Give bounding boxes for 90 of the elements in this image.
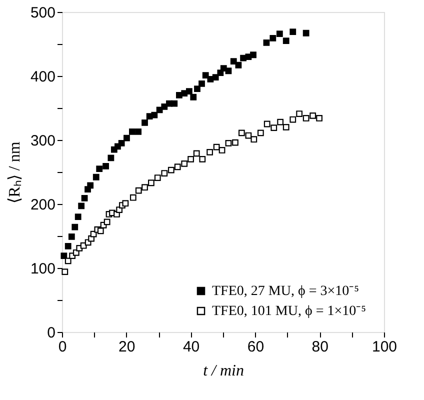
point (282, 124, 290, 130)
point (296, 110, 303, 117)
point (108, 154, 114, 162)
point (193, 150, 200, 157)
point (232, 139, 238, 146)
point (250, 52, 256, 58)
point (174, 164, 181, 170)
point (263, 40, 270, 46)
point (202, 72, 209, 79)
legend-label: TFE0, 101 MU, ϕ = 1×10⁻⁵ (212, 304, 366, 319)
point (245, 132, 252, 139)
point (316, 115, 322, 122)
point (161, 170, 168, 176)
point (87, 182, 94, 189)
y-tick-label: 200 (30, 196, 56, 214)
point (218, 147, 226, 154)
y-tick-label: 400 (30, 68, 56, 86)
point (124, 134, 130, 142)
point (310, 112, 316, 119)
point (168, 166, 174, 174)
x-tick-label: 40 (182, 338, 200, 356)
point (270, 35, 276, 42)
point (213, 144, 220, 150)
legend-label: TFE0, 27 MU, ϕ = 3×10⁻⁵ (212, 284, 360, 299)
point (92, 174, 100, 180)
point (194, 86, 200, 92)
point (64, 243, 72, 250)
point (142, 120, 148, 126)
point (250, 136, 258, 143)
point (68, 233, 75, 240)
point (235, 62, 242, 68)
point (64, 258, 72, 264)
point (186, 88, 192, 95)
point (135, 128, 142, 135)
point (220, 65, 227, 72)
y-tick-label: 100 (30, 260, 56, 278)
point (257, 130, 264, 136)
point (264, 120, 270, 128)
point (230, 58, 237, 64)
point (207, 76, 214, 82)
point (188, 156, 194, 162)
point (151, 112, 158, 118)
y-tick-label: 300 (30, 132, 56, 150)
point (80, 242, 87, 249)
point (282, 38, 290, 44)
point (290, 28, 296, 36)
point (118, 140, 125, 146)
point (212, 74, 219, 80)
y-tick-label: 0 (47, 324, 56, 342)
x-tick-label: 80 (312, 338, 328, 356)
point (238, 130, 245, 136)
point (181, 160, 188, 167)
point (72, 224, 78, 230)
x-tick-label: 20 (118, 338, 136, 356)
point (190, 94, 197, 100)
x-tick-label: 60 (247, 338, 264, 356)
point (161, 104, 168, 110)
point (60, 252, 68, 260)
point (97, 228, 104, 234)
y-tick-label: 500 (30, 4, 56, 22)
point (199, 156, 206, 162)
point (62, 268, 68, 276)
point (270, 124, 278, 132)
point (129, 128, 136, 135)
point (302, 30, 310, 36)
point (142, 184, 148, 191)
point (130, 194, 136, 201)
point (276, 30, 283, 37)
point (225, 68, 232, 74)
point (102, 163, 109, 170)
y-axis-title: ⟨Rₕ⟩ / nm (6, 141, 24, 204)
point (104, 218, 110, 226)
point (206, 148, 213, 156)
point (96, 166, 103, 172)
point (154, 174, 161, 181)
point (225, 140, 232, 146)
point (122, 200, 129, 207)
point (290, 116, 296, 123)
x-axis-title: t / min (203, 362, 244, 380)
x-tick-label: 100 (372, 338, 398, 356)
x-tick-label: 0 (58, 338, 67, 356)
point (198, 80, 205, 87)
point (148, 180, 154, 186)
point (81, 195, 88, 202)
point (135, 187, 142, 194)
point (277, 118, 284, 126)
point (171, 100, 178, 107)
point (78, 202, 85, 210)
point (302, 115, 310, 122)
point (74, 214, 82, 220)
